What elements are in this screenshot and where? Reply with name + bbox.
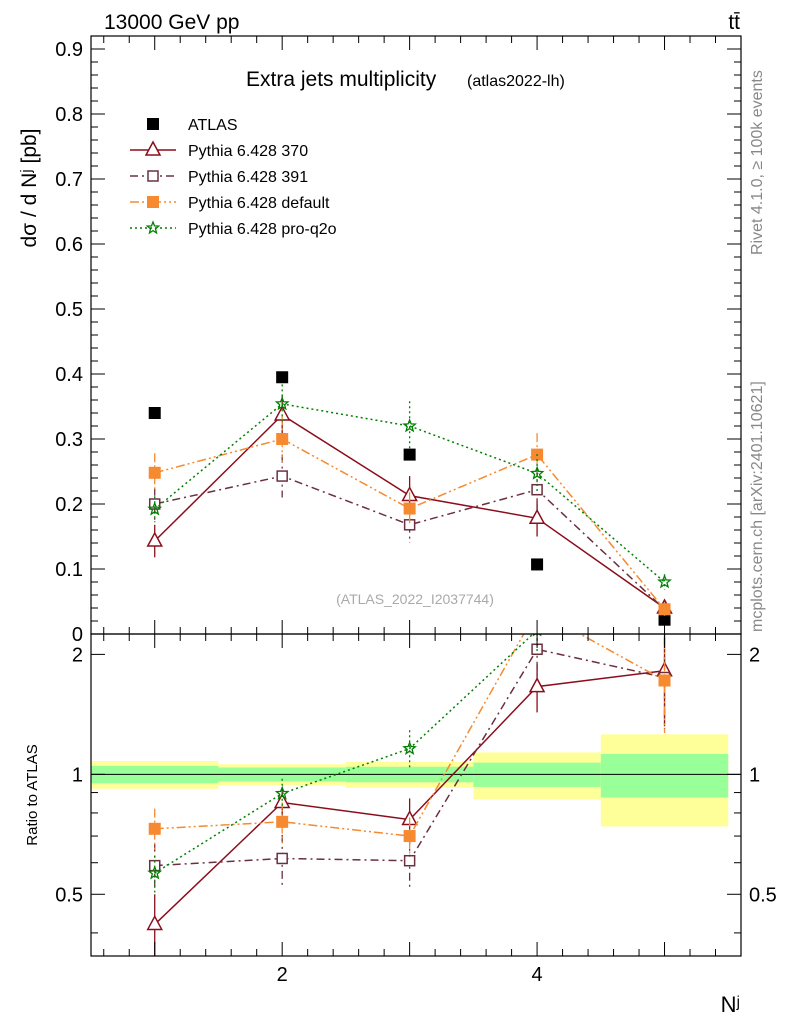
y-tick-label: 0 [72,624,83,646]
main-data-point [402,418,417,433]
ratio-data-point [402,740,417,755]
ratio-data-point [276,852,288,865]
legend-marker [147,170,159,182]
y-tick-label: 0.4 [55,364,83,386]
main-data-point [403,502,416,515]
ratio-plot-frame [90,633,742,957]
ratio-y-tick-label: 2 [72,644,83,666]
ratio-y-tick-label: 2 [749,644,760,666]
legend-marker [144,140,162,156]
main-data-point [658,613,671,626]
x-axis-title: Nʲ [721,992,740,1017]
legend-marker [145,220,161,235]
main-data-point [148,466,161,479]
x-tick-label: 4 [532,964,543,986]
ratio-y-tick-label: 1 [72,764,83,786]
main-series-line [154,403,665,583]
analysis-watermark: (ATLAS_2022_I2037744) [336,591,494,607]
main-data-point [657,574,672,589]
legend-label: Pythia 6.428 default [188,195,330,212]
ratio-data-point [659,547,670,558]
ratio-data-point [658,674,671,687]
y-tick-label: 0.9 [55,39,83,61]
ratio-series-group [146,547,673,956]
ratio-data-point [403,854,416,867]
ratio-y-tick-label: 1 [749,764,760,786]
main-data-point [528,508,546,525]
rivet-version-label: Rivet 4.1.0, ≥ 100k events [749,70,766,255]
main-data-point [531,558,544,571]
legend-marker [147,118,159,130]
main-data-point [276,371,289,384]
legend-label: Pythia 6.428 370 [188,143,308,160]
legend-marker [147,196,159,208]
main-series-line [154,475,666,610]
main-data-point [274,396,290,411]
axis-ticks: 0 0.1 0.2 0.3 0.4 0.5 0.6 0.7 0.8 0.9 2 4 0.5 0.5 1 1 2 2 [55,35,777,986]
plot-title: Extra jets multiplicity [246,68,437,91]
plot-subtitle: (atlas2022-lh) [467,73,565,90]
legend-label: Pythia 6.428 391 [188,169,308,186]
ratio-data-point [403,830,416,843]
energy-label: 13000 GeV pp [104,11,239,34]
main-data-point [529,465,545,480]
main-data-point [403,448,416,461]
y-tick-label: 0.1 [55,559,83,581]
ratio-data-point [531,604,543,616]
ratio-y-tick-label: 0.5 [749,884,777,906]
main-data-point [276,470,288,482]
mcplots-reference-label: mcplots.cern.ch [arXiv:2401.10621] [749,381,766,632]
main-series-group [146,371,673,626]
ratio-data-point [147,865,163,880]
main-data-point [148,407,161,419]
process-label: tt̄ [728,11,740,34]
ratio-data-point [274,785,290,800]
y-tick-label: 0.2 [55,494,83,516]
main-data-point [276,433,289,445]
main-y-axis-title: dσ / d Nʲ [pb] [18,128,41,247]
ratio-data-point [148,822,161,835]
main-data-point [658,603,671,616]
y-tick-label: 0.7 [55,169,83,191]
y-tick-label: 0.3 [55,429,83,451]
ratio-y-tick-label: 0.5 [55,884,83,906]
ratio-series-line [154,634,535,874]
main-data-point [147,501,163,516]
ratio-data-point [276,815,289,828]
legend-label: ATLAS [188,117,238,134]
ratio-data-point [528,677,546,693]
y-tick-label: 0.8 [55,104,83,126]
ratio-y-axis-title: Ratio to ATLAS [24,744,41,845]
stat-uncertainty-band [600,753,729,798]
main-data-point [146,531,163,547]
legend-label: Pythia 6.428 pro-q2o [188,221,337,238]
x-tick-label: 2 [277,964,288,986]
ratio-data-point [146,914,163,931]
y-tick-label: 0.6 [55,234,83,256]
legend: ATLAS Pythia 6.428 370 Pythia 6.428 391 Pyt… [130,117,337,238]
y-tick-label: 0.5 [55,299,83,321]
